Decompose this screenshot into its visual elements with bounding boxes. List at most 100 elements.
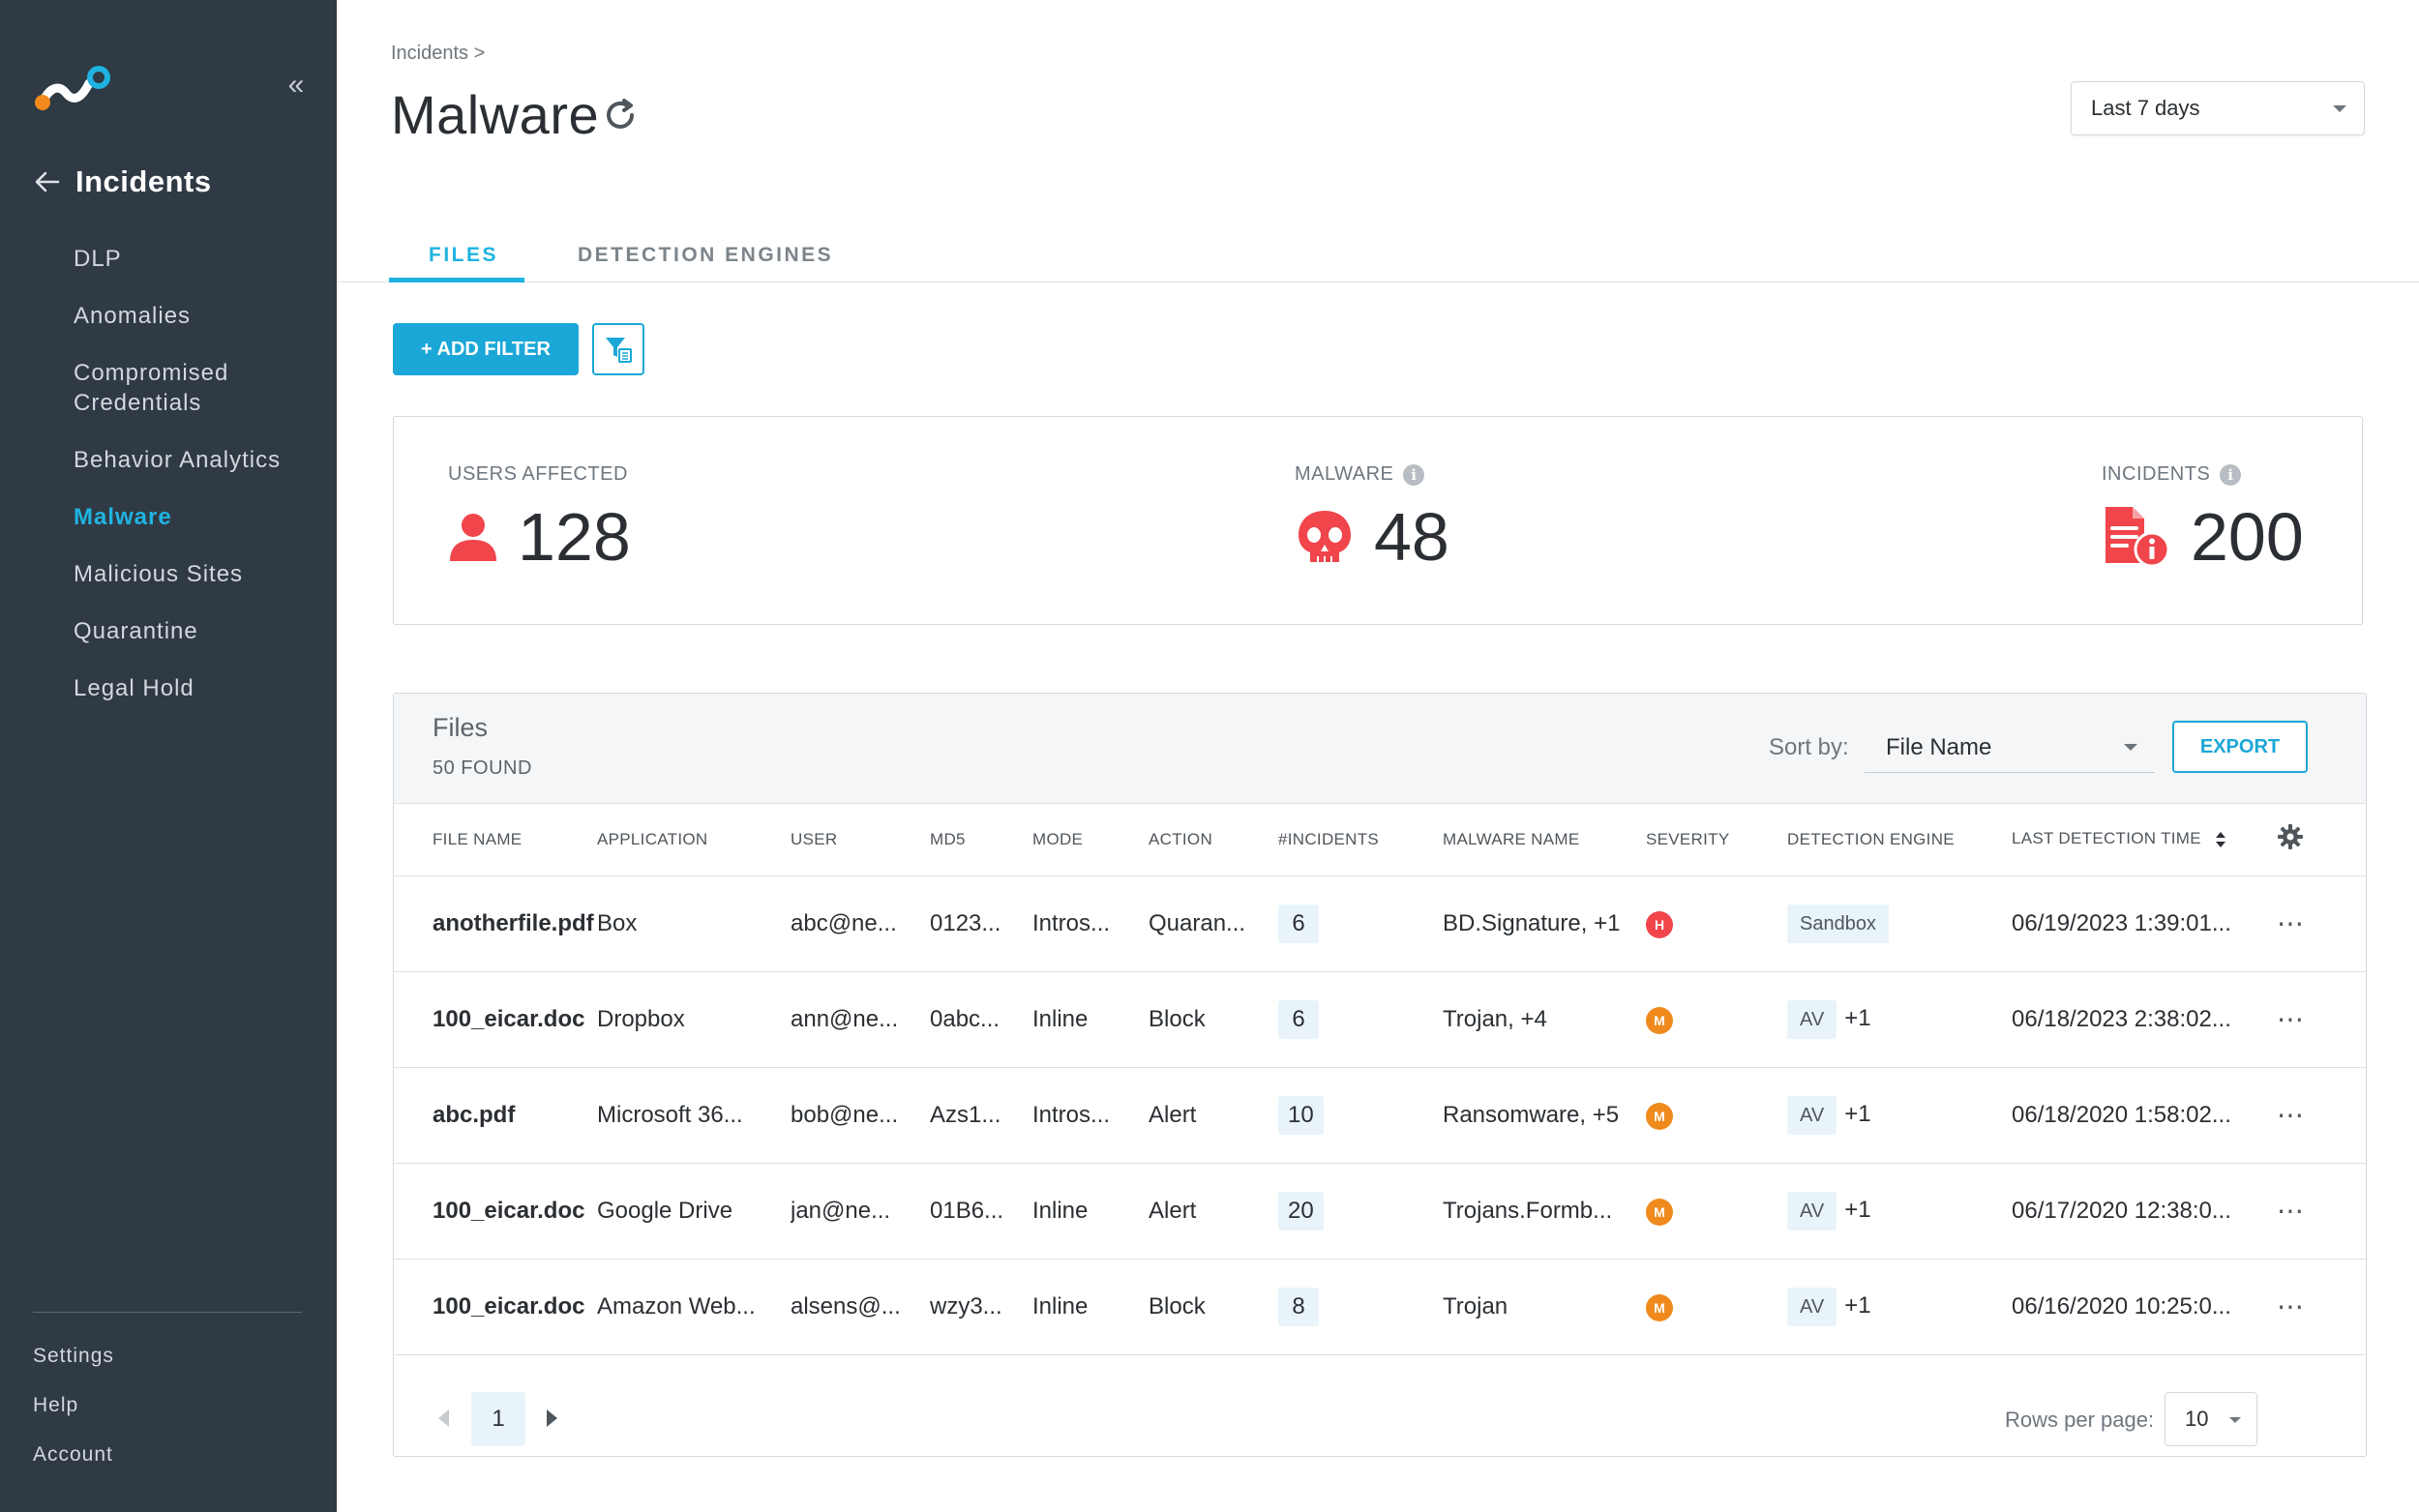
cell-severity: M	[1646, 1067, 1787, 1164]
sidebar-item-malware[interactable]: Malware	[74, 504, 172, 530]
sidebar-divider	[33, 1312, 302, 1313]
more-actions-icon[interactable]: ⋯	[2277, 1004, 2305, 1034]
incident-count-badge[interactable]: 6	[1278, 904, 1319, 943]
sort-by-select[interactable]: File Name	[1865, 723, 2155, 773]
stat-users-label: USERS AFFECTED	[448, 463, 628, 485]
cell-severity: M	[1646, 971, 1787, 1068]
gear-icon	[2278, 824, 2303, 850]
table-row[interactable]: abc.pdf Microsoft 36... bob@ne... Azs1... In…	[394, 1067, 2366, 1164]
add-filter-button[interactable]: + ADD FILTER	[393, 323, 579, 375]
table-row[interactable]: 100_eicar.doc Amazon Web... alsens@... wzy3…	[394, 1259, 2366, 1355]
user-icon	[450, 514, 496, 561]
column-header-md5[interactable]: MD5	[930, 804, 1032, 876]
cell-user: bob@ne...	[791, 1067, 930, 1164]
incident-count-badge[interactable]: 6	[1278, 999, 1319, 1039]
column-header-malware-name[interactable]: MALWARE NAME	[1443, 804, 1646, 876]
brand-logo	[35, 66, 110, 110]
sidebar-item-settings[interactable]: Settings	[33, 1345, 114, 1367]
date-range-select[interactable]: Last 7 days	[2071, 81, 2365, 135]
severity-badge: M	[1646, 1102, 1673, 1130]
stat-incidents[interactable]: INCIDENTS i 200	[2102, 463, 2304, 571]
stat-incidents-label: INCIDENTS	[2102, 463, 2211, 485]
cell-file-name[interactable]: 100_eicar.doc	[394, 971, 597, 1068]
skull-icon	[1299, 511, 1351, 562]
sidebar-item-dlp[interactable]: DLP	[74, 246, 122, 272]
files-title: Files	[433, 713, 489, 742]
cell-user: jan@ne...	[791, 1163, 930, 1260]
cell-malware-name: Trojans.Formb...	[1443, 1163, 1646, 1260]
sidebar-item-behavior-analytics[interactable]: Behavior Analytics	[74, 447, 282, 473]
cell-last-detection-time: 06/17/2020 12:38:0...	[2012, 1163, 2277, 1260]
tab-bar: FILES DETECTION ENGINES	[337, 232, 2419, 282]
detection-engine-badge: AV	[1787, 1191, 1837, 1230]
column-header-severity[interactable]: SEVERITY	[1646, 804, 1787, 876]
severity-badge: M	[1646, 1293, 1673, 1321]
more-actions-icon[interactable]: ⋯	[2277, 1196, 2305, 1226]
cell-file-name[interactable]: 100_eicar.doc	[394, 1163, 597, 1260]
cell-md5: 0123...	[930, 875, 1032, 972]
sidebar-item-compromised-credentials[interactable]: Compromised Credentials	[74, 360, 229, 416]
more-actions-icon[interactable]: ⋯	[2277, 1100, 2305, 1130]
sidebar-item-help[interactable]: Help	[33, 1394, 79, 1416]
stat-users-affected[interactable]: USERS AFFECTED 128	[448, 463, 631, 571]
chevron-down-icon	[2124, 744, 2137, 751]
cell-action: Quaran...	[1149, 875, 1278, 972]
cell-incidents: 10	[1278, 1067, 1443, 1164]
next-page-icon[interactable]	[547, 1409, 557, 1427]
cell-mode: Inline	[1032, 1163, 1149, 1260]
sidebar-item-quarantine[interactable]: Quarantine	[74, 618, 198, 644]
detection-engine-badge: AV	[1787, 999, 1837, 1039]
severity-badge: H	[1646, 910, 1673, 938]
breadcrumb[interactable]: Incidents >	[391, 43, 486, 64]
column-header-file-name[interactable]: FILE NAME	[394, 804, 597, 876]
cell-detection-engine: AV +1	[1787, 971, 2012, 1068]
collapse-sidebar-icon[interactable]: «	[287, 69, 305, 101]
column-header-user[interactable]: USER	[791, 804, 930, 876]
sidebar-item-account[interactable]: Account	[33, 1443, 113, 1466]
cell-mode: Intros...	[1032, 875, 1149, 972]
back-to-incidents[interactable]: Incidents	[33, 164, 212, 199]
cell-mode: Intros...	[1032, 1067, 1149, 1164]
cell-severity: H	[1646, 875, 1787, 972]
column-header-last-detection-time[interactable]: LAST DETECTION TIME	[2012, 804, 2277, 876]
column-settings[interactable]	[2277, 804, 2366, 876]
incident-count-badge[interactable]: 10	[1278, 1095, 1324, 1135]
cell-file-name[interactable]: anotherfile.pdf	[394, 875, 597, 972]
previous-page-icon[interactable]	[438, 1409, 449, 1427]
tab-detection-engines[interactable]: DETECTION ENGINES	[578, 244, 834, 266]
table-row[interactable]: 100_eicar.doc Google Drive jan@ne... 01B6..…	[394, 1163, 2366, 1260]
column-header-action[interactable]: ACTION	[1149, 804, 1278, 876]
stat-malware[interactable]: MALWARE i 48	[1295, 463, 1449, 571]
table-row[interactable]: 100_eicar.doc Dropbox ann@ne... 0abc... Inli…	[394, 971, 2366, 1068]
cell-severity: M	[1646, 1259, 1787, 1355]
summary-stats-card: USERS AFFECTED 128 MALWARE i	[393, 416, 2363, 625]
cell-action: Alert	[1149, 1163, 1278, 1260]
page-number-current[interactable]: 1	[471, 1392, 525, 1446]
saved-filters-button[interactable]	[592, 323, 644, 375]
column-header-application[interactable]: APPLICATION	[597, 804, 791, 876]
rows-per-page-select[interactable]: 10	[2165, 1392, 2257, 1446]
incident-count-badge[interactable]: 20	[1278, 1191, 1324, 1230]
refresh-icon[interactable]	[600, 95, 641, 135]
sidebar-item-anomalies[interactable]: Anomalies	[74, 303, 192, 329]
cell-application: Dropbox	[597, 971, 791, 1068]
export-button[interactable]: EXPORT	[2172, 721, 2308, 773]
sidebar-item-legal-hold[interactable]: Legal Hold	[74, 675, 194, 701]
sidebar-item-malicious-sites[interactable]: Malicious Sites	[74, 561, 244, 587]
sort-by-value: File Name	[1886, 734, 1992, 760]
column-header-detection-engine[interactable]: DETECTION ENGINE	[1787, 804, 2012, 876]
info-icon[interactable]: i	[1403, 463, 1425, 486]
column-header-incidents[interactable]: #INCIDENTS	[1278, 804, 1443, 876]
cell-detection-engine: AV +1	[1787, 1067, 2012, 1164]
column-header-mode[interactable]: MODE	[1032, 804, 1149, 876]
cell-file-name[interactable]: abc.pdf	[394, 1067, 597, 1164]
info-icon[interactable]: i	[2220, 463, 2242, 486]
detection-engine-extra: +1	[1844, 1004, 1871, 1031]
tab-files[interactable]: FILES	[429, 244, 499, 266]
table-row[interactable]: anotherfile.pdf Box abc@ne... 0123... Intros…	[394, 875, 2366, 972]
incident-count-badge[interactable]: 8	[1278, 1287, 1319, 1326]
more-actions-icon[interactable]: ⋯	[2277, 908, 2305, 938]
cell-malware-name: Trojan	[1443, 1259, 1646, 1355]
more-actions-icon[interactable]: ⋯	[2277, 1291, 2305, 1321]
cell-file-name[interactable]: 100_eicar.doc	[394, 1259, 597, 1355]
